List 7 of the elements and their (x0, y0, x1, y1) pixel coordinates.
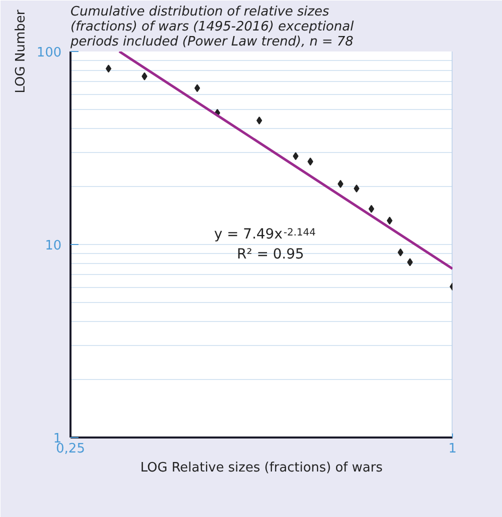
x-tick-label: 0,25 (56, 442, 85, 456)
annotation: R² = 0.95 (236, 246, 304, 262)
y-tick-label: 100 (36, 46, 62, 60)
y-axis-title: LOG Number (14, 9, 29, 94)
y-tick-label: 10 (44, 238, 62, 254)
chart-title: Cumulative distribution of relative sizes (fractions) of wars (1495-2016) exceptional periods included (Power Law trend), n = 78 (70, 4, 354, 50)
x-axis-title: LOG Relative sizes (fractions) of wars (140, 460, 383, 476)
